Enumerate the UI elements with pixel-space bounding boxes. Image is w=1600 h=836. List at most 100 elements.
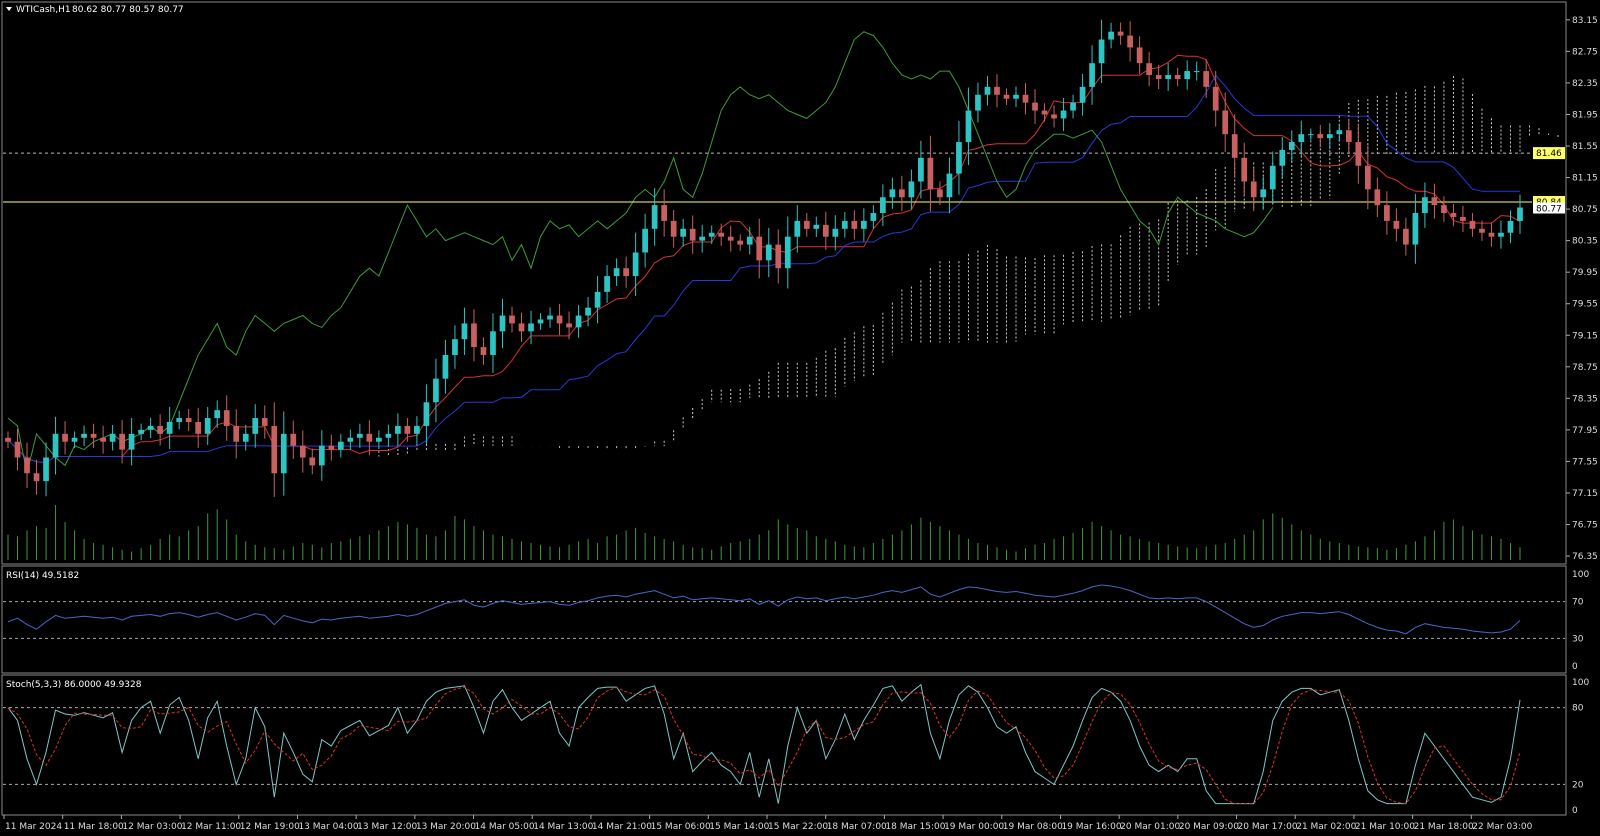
candle-body: [537, 319, 544, 324]
candle-body: [1155, 75, 1162, 79]
candle-body: [52, 433, 59, 458]
candle-body: [594, 291, 601, 308]
price-tick-label: 82.35: [1572, 79, 1598, 89]
time-tick-label: 21 Mar 18:00: [1414, 822, 1474, 832]
candles[interactable]: [5, 19, 1523, 497]
price-tick-label: 77.15: [1572, 489, 1598, 499]
candle-body: [1250, 181, 1257, 198]
candle-body: [927, 157, 934, 190]
time-tick-label: 21 Mar 02:00: [1296, 822, 1356, 832]
price-axis: 83.15 82.75 82.35 81.95 81.55 81.15 80.75 80.35…: [1566, 16, 1598, 562]
candle-body: [318, 445, 325, 466]
candle-body: [1079, 86, 1086, 103]
price-tick-label: 76.35: [1572, 552, 1598, 562]
candle-body: [1460, 216, 1466, 221]
stochastic-indicator: 100 80 20 0: [3, 678, 1589, 816]
price-tag-label: 80.77: [1536, 205, 1562, 215]
candle-body: [651, 205, 658, 229]
price-tick-label: 80.35: [1572, 237, 1598, 247]
stoch-panel[interactable]: [1, 674, 1567, 816]
candle-body: [708, 232, 715, 237]
candle-body: [90, 433, 97, 438]
price-tag: [1533, 202, 1565, 214]
candle-body: [299, 445, 306, 458]
candle-body: [204, 418, 211, 434]
candle-body: [1298, 134, 1305, 143]
candle-body: [1193, 71, 1200, 73]
rsi-tick-label: 0: [1572, 662, 1578, 672]
price-tick-label: 78.75: [1572, 363, 1598, 373]
candle-body: [490, 331, 496, 355]
rsi-label: RSI(14) 49.5182: [6, 571, 79, 581]
candle-body: [128, 433, 135, 450]
candle-body: [880, 197, 886, 214]
candle-body: [813, 224, 820, 229]
rsi-tick-label: 70: [1572, 598, 1584, 608]
candle-body: [1412, 213, 1419, 245]
candle-body: [1307, 134, 1314, 136]
candle-body: [841, 220, 848, 229]
candle-body: [1507, 220, 1514, 233]
candle-body: [1136, 47, 1143, 64]
candle-body: [1013, 94, 1019, 99]
time-tick-label: 20 Mar 09:00: [1179, 822, 1239, 832]
candle-body: [480, 347, 487, 355]
time-tick-label: 19 Mar 08:00: [1003, 822, 1063, 832]
candle-body: [1336, 130, 1343, 135]
time-tick-label: 15 Mar 06:00: [651, 822, 711, 832]
time-tick-label: 19 Mar 16:00: [1061, 822, 1121, 832]
candle-body: [1127, 35, 1133, 48]
candle-body: [642, 228, 648, 253]
candle-body: [1517, 207, 1523, 221]
candle-body: [1146, 63, 1152, 76]
candle-body: [994, 86, 1000, 95]
rsi-panel[interactable]: [1, 565, 1567, 674]
price-tick-label: 81.55: [1572, 142, 1598, 152]
candle-body: [356, 433, 363, 438]
candle-body: [214, 410, 221, 419]
candle-body: [81, 433, 87, 438]
collapse-triangle-icon[interactable]: [6, 7, 12, 11]
candle-body: [14, 441, 21, 458]
candle-body: [1098, 39, 1105, 64]
candle-body: [499, 315, 506, 332]
candle-body: [956, 142, 962, 174]
time-tick-label: 18 Mar 15:00: [885, 822, 945, 832]
candle-body: [242, 433, 249, 442]
price-panel[interactable]: [1, 1, 1567, 565]
candle-body: [461, 323, 468, 340]
candle-body: [509, 315, 515, 324]
candle-body: [452, 339, 458, 355]
candle-body: [271, 425, 278, 474]
candle-body: [195, 422, 202, 434]
candle-body: [280, 433, 287, 474]
price-tick-label: 77.55: [1572, 457, 1598, 467]
candle-body: [290, 433, 297, 446]
time-tick-label: 20 Mar 01:00: [1120, 822, 1180, 832]
candle-body: [71, 437, 78, 442]
candle-body: [784, 236, 791, 269]
candle-body: [385, 433, 392, 438]
candle-body: [395, 425, 401, 434]
ichimoku-cloud: [378, 76, 1559, 457]
candle-body: [119, 433, 125, 450]
price-tick-label: 81.95: [1572, 110, 1598, 120]
candle-body: [1022, 94, 1029, 103]
time-tick-label: 14 Mar 13:00: [533, 822, 593, 832]
candle-body: [233, 425, 240, 442]
candle-body: [1279, 149, 1286, 166]
volume-bars: [7, 505, 1521, 560]
time-tick-label: 22 Mar 03:00: [1472, 822, 1532, 832]
candle-body: [1422, 197, 1428, 214]
stoch-tick-label: 100: [1572, 678, 1589, 688]
candle-body: [528, 323, 534, 332]
candle-body: [623, 268, 629, 277]
candle-body: [908, 181, 915, 198]
candle-body: [1355, 142, 1362, 166]
candle-body: [43, 457, 49, 482]
stoch-tick-label: 80: [1572, 704, 1584, 714]
candle-body: [889, 189, 896, 198]
candle-body: [670, 220, 677, 237]
